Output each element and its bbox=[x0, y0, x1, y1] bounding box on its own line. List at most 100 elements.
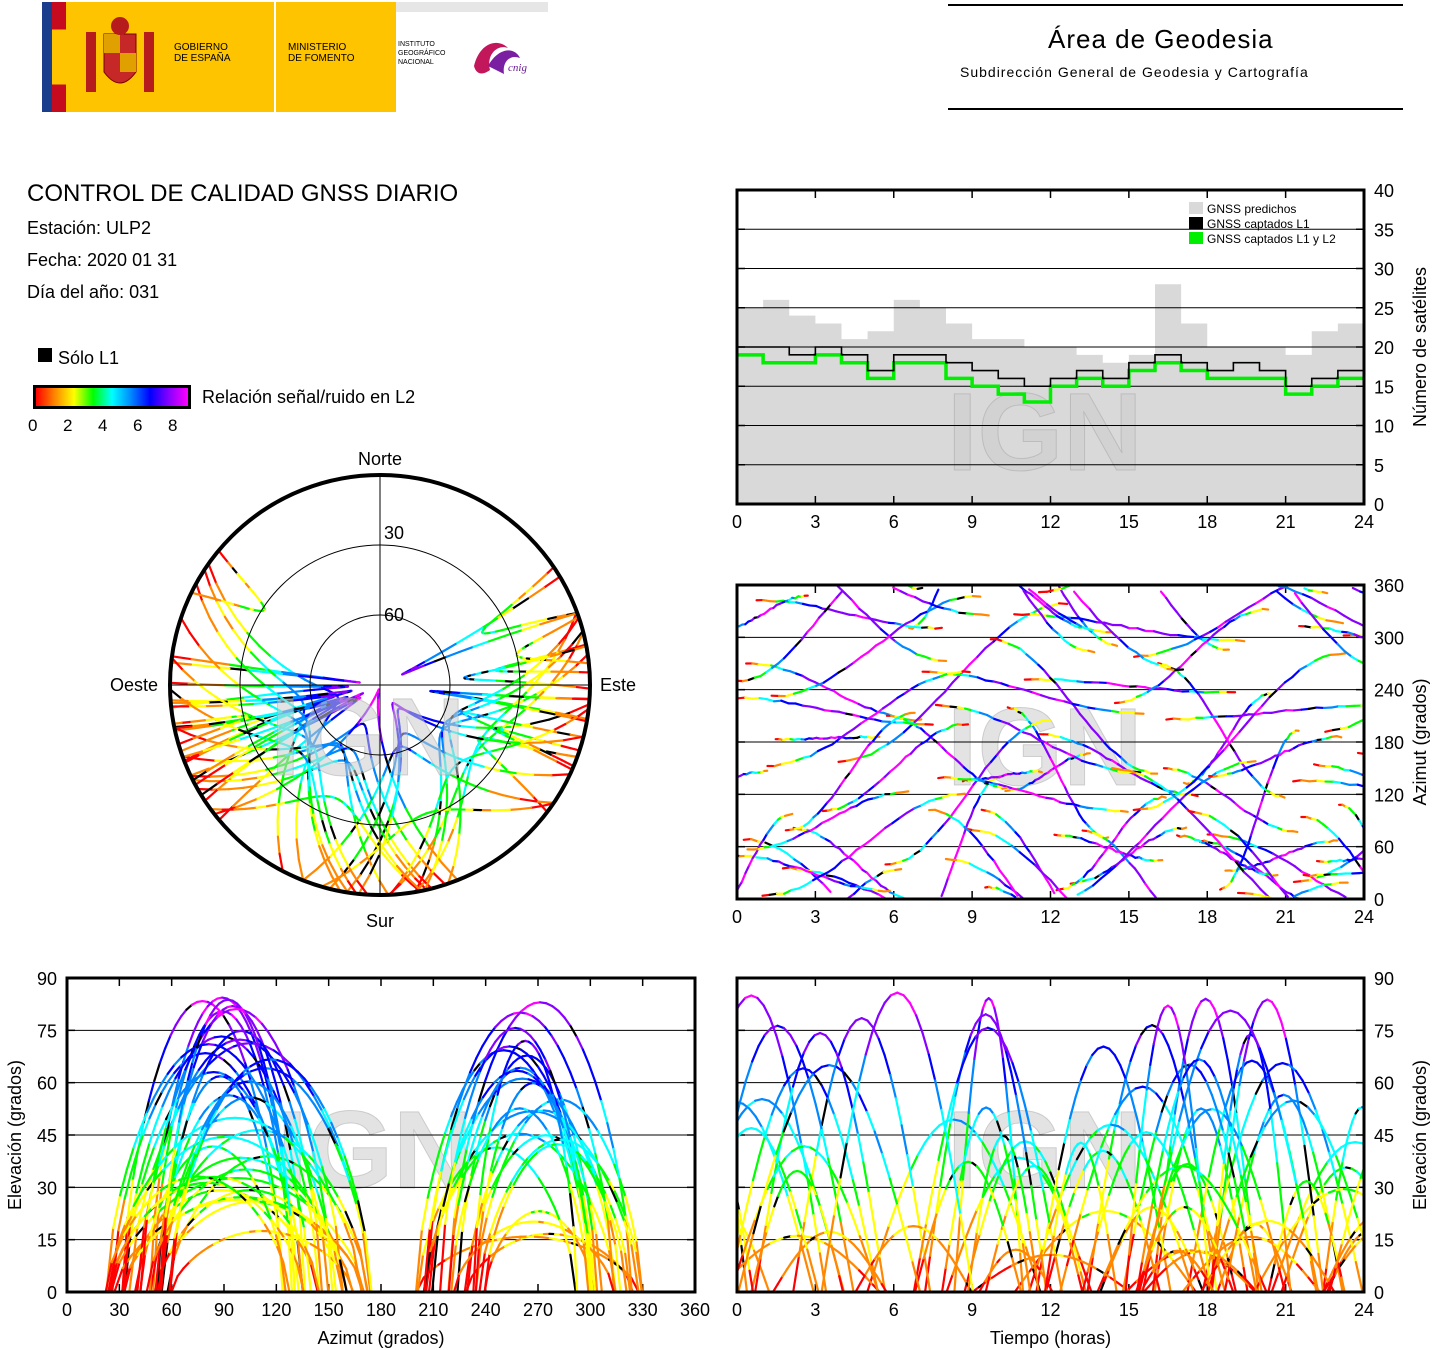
elevation-azimuth-track bbox=[267, 1136, 275, 1151]
elevation-azimuth-track bbox=[587, 1167, 596, 1180]
sky-track bbox=[482, 750, 493, 755]
azimuth-track bbox=[1353, 633, 1362, 639]
sky-track bbox=[487, 732, 497, 740]
elevation-azimuth-track bbox=[183, 1162, 192, 1180]
elevation-azimuth-track bbox=[624, 1195, 633, 1219]
elevation-azimuth-track bbox=[575, 1035, 584, 1051]
azimuth-track bbox=[950, 776, 960, 781]
azimuth-track bbox=[808, 604, 818, 608]
azimuth-track bbox=[844, 771, 852, 780]
elevation-azimuth-track bbox=[216, 1135, 227, 1139]
elevation-azimuth-track bbox=[569, 1071, 578, 1090]
azimuth-track bbox=[1037, 663, 1046, 672]
sky-track bbox=[347, 764, 352, 774]
sky-track bbox=[255, 805, 269, 809]
azimuth-track bbox=[825, 874, 836, 878]
sky-track bbox=[201, 599, 211, 619]
sky-track bbox=[443, 761, 448, 774]
azimuth-track bbox=[1135, 651, 1146, 661]
sky-track bbox=[481, 617, 499, 629]
azimuth-track bbox=[1099, 752, 1108, 760]
azimuth-track bbox=[845, 661, 855, 670]
sky-track bbox=[524, 682, 536, 694]
elevation-azimuth-track bbox=[108, 1261, 119, 1292]
azimuth-track bbox=[1025, 790, 1035, 795]
sky-track bbox=[414, 715, 427, 723]
azimuth-track bbox=[1292, 880, 1303, 884]
sky-track bbox=[271, 770, 287, 776]
elevation-azimuth-track bbox=[465, 1122, 474, 1150]
azimuth-track bbox=[811, 870, 821, 874]
sky-track bbox=[486, 789, 504, 797]
sky-track bbox=[470, 692, 485, 696]
sky-track bbox=[242, 784, 259, 789]
azimuth-track bbox=[934, 703, 945, 707]
sky-track bbox=[309, 768, 314, 778]
azimuth-track bbox=[1078, 712, 1087, 722]
azimuth-track bbox=[1038, 795, 1048, 799]
sky-track bbox=[226, 645, 238, 660]
azimuth-track bbox=[1317, 616, 1328, 622]
sky-track bbox=[546, 656, 561, 670]
azimuth-track bbox=[1262, 592, 1273, 600]
sky-track bbox=[281, 671, 299, 676]
elevation-azimuth-track bbox=[201, 1005, 209, 1015]
y-tick-label: 60 bbox=[1374, 838, 1394, 858]
azimuth-track bbox=[1031, 691, 1043, 697]
azimuth-track bbox=[809, 705, 819, 710]
x-tick-label: 3 bbox=[810, 512, 820, 532]
sky-track bbox=[352, 844, 365, 862]
sky-track bbox=[475, 740, 481, 750]
azimuth-track bbox=[708, 784, 711, 786]
azimuth-track bbox=[841, 611, 851, 616]
sky-track bbox=[188, 720, 199, 724]
elevation-azimuth-track bbox=[323, 1240, 332, 1254]
elevation-azimuth-track bbox=[512, 1147, 520, 1156]
azimuth-track bbox=[1275, 590, 1287, 600]
elevation-azimuth-track bbox=[276, 1207, 286, 1218]
elevation-azimuth-track bbox=[629, 1215, 638, 1244]
elevation-azimuth-track bbox=[277, 1161, 285, 1179]
azimuth-track bbox=[1223, 620, 1231, 628]
sky-track bbox=[519, 806, 533, 811]
azimuth-track bbox=[788, 670, 798, 675]
sky-track bbox=[276, 696, 294, 700]
sky-track bbox=[349, 819, 361, 835]
elevation-azimuth-track bbox=[577, 1187, 584, 1212]
sky-track bbox=[258, 660, 270, 671]
sky-track bbox=[256, 781, 272, 787]
azimuth-track bbox=[720, 781, 723, 782]
sky-track bbox=[281, 665, 296, 675]
sky-track bbox=[473, 698, 484, 705]
plot-border bbox=[735, 188, 1366, 506]
sky-track bbox=[546, 615, 559, 621]
elevation-azimuth-track bbox=[630, 1244, 640, 1292]
azimuth-track bbox=[1111, 643, 1119, 647]
sky-track bbox=[572, 645, 588, 652]
sky-track bbox=[451, 817, 459, 832]
y-tick-label: 90 bbox=[37, 969, 57, 989]
sky-track bbox=[556, 613, 569, 618]
azimuth-track bbox=[727, 629, 730, 630]
elevation-azimuth-track bbox=[282, 1119, 291, 1131]
azimuth-track bbox=[1306, 659, 1317, 667]
azimuth-track bbox=[1119, 809, 1129, 813]
azimuth-track bbox=[1251, 850, 1261, 862]
azimuth-track bbox=[1247, 770, 1255, 778]
azimuth-track bbox=[1351, 586, 1362, 593]
azimuth-track bbox=[942, 704, 952, 708]
elevation-azimuth-track bbox=[283, 1085, 291, 1104]
sky-track bbox=[299, 767, 306, 786]
elevation-azimuth-track bbox=[149, 1164, 161, 1179]
sky-track bbox=[170, 656, 185, 672]
azimuth-track bbox=[1180, 826, 1188, 831]
elevation-azimuth-track bbox=[158, 1125, 168, 1154]
sky-track bbox=[397, 765, 401, 785]
sky-track bbox=[555, 752, 569, 757]
legend-swatch bbox=[1189, 217, 1203, 229]
sky-track bbox=[248, 717, 267, 726]
azimuth-track bbox=[873, 780, 881, 787]
x-tick-label: 12 bbox=[1040, 907, 1060, 927]
azimuth-track bbox=[822, 882, 832, 893]
azimuth-track bbox=[1398, 610, 1403, 616]
